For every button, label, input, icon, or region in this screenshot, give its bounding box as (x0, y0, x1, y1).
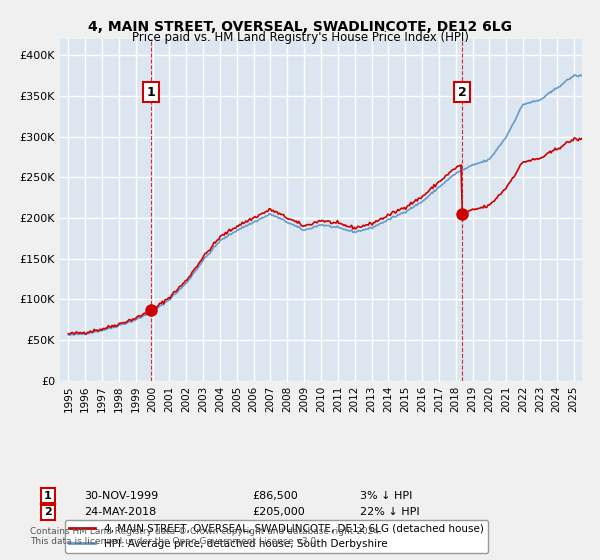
Text: 22% ↓ HPI: 22% ↓ HPI (360, 507, 419, 517)
Legend: 4, MAIN STREET, OVERSEAL, SWADLINCOTE, DE12 6LG (detached house), HPI: Average p: 4, MAIN STREET, OVERSEAL, SWADLINCOTE, D… (65, 520, 488, 553)
Text: 2: 2 (44, 507, 52, 517)
Text: 30-NOV-1999: 30-NOV-1999 (84, 491, 158, 501)
Text: 3% ↓ HPI: 3% ↓ HPI (360, 491, 412, 501)
Text: 4, MAIN STREET, OVERSEAL, SWADLINCOTE, DE12 6LG: 4, MAIN STREET, OVERSEAL, SWADLINCOTE, D… (88, 20, 512, 34)
Text: Price paid vs. HM Land Registry's House Price Index (HPI): Price paid vs. HM Land Registry's House … (131, 31, 469, 44)
Text: 1: 1 (147, 86, 155, 99)
Text: Contains HM Land Registry data © Crown copyright and database right 2024.
This d: Contains HM Land Registry data © Crown c… (30, 526, 382, 546)
Text: 24-MAY-2018: 24-MAY-2018 (84, 507, 156, 517)
Text: £86,500: £86,500 (252, 491, 298, 501)
Text: £205,000: £205,000 (252, 507, 305, 517)
Text: 2: 2 (458, 86, 467, 99)
Text: 1: 1 (44, 491, 52, 501)
